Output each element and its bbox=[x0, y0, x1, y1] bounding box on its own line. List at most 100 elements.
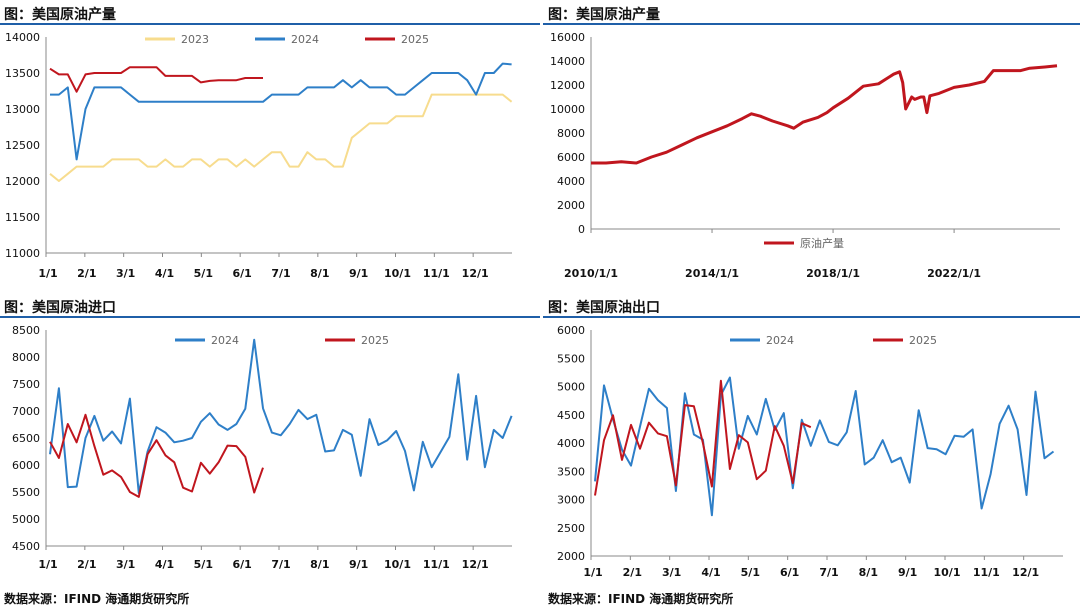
x-tick-label: 7/1 bbox=[271, 267, 290, 280]
y-tick-label: 2000 bbox=[557, 550, 585, 563]
y-tick-label: 4500 bbox=[12, 540, 40, 553]
y-tick-label: 8500 bbox=[12, 324, 40, 337]
x-tick-label: 7/1 bbox=[819, 566, 838, 579]
series-line-2024 bbox=[49, 338, 513, 495]
x-tick-label: 2/1 bbox=[77, 267, 96, 280]
y-tick-label: 8000 bbox=[557, 127, 585, 140]
legend-label-2024: 2024 bbox=[211, 334, 239, 347]
y-tick-label: 14000 bbox=[550, 55, 585, 68]
x-tick-label: 10/1 bbox=[384, 267, 411, 280]
y-tick-label: 12500 bbox=[5, 139, 40, 152]
legend-label-2023: 2023 bbox=[181, 33, 209, 46]
legend-label-原油产量: 原油产量 bbox=[800, 236, 844, 250]
x-tick-label: 8/1 bbox=[310, 267, 329, 280]
legend-label-2024: 2024 bbox=[766, 334, 794, 347]
y-tick-label: 0 bbox=[578, 223, 585, 236]
series-line-2023 bbox=[49, 93, 513, 182]
y-tick-label: 4500 bbox=[557, 409, 585, 422]
y-tick-label: 5000 bbox=[12, 513, 40, 526]
x-tick-label: 11/1 bbox=[423, 267, 450, 280]
legend-label-2025: 2025 bbox=[909, 334, 937, 347]
y-tick-label: 6000 bbox=[557, 324, 585, 337]
x-tick-label: 2018/1/1 bbox=[806, 267, 860, 280]
y-tick-label: 4000 bbox=[557, 175, 585, 188]
x-tick-label: 3/1 bbox=[116, 558, 135, 571]
chart-us-crude-imports: 4500 5000 5500 6000 6500 7000 7500 8000 8500 1/1 2… bbox=[12, 324, 513, 571]
y-tick-label: 5500 bbox=[12, 486, 40, 499]
y-tick-label: 3500 bbox=[557, 465, 585, 478]
x-tick-label: 4/1 bbox=[155, 558, 174, 571]
chart-us-crude-production-weekly: 11000 11500 12000 12500 13000 13500 14000 1/1 2/… bbox=[5, 31, 513, 280]
panel-title-us-crude-exports: 图：美国原油出口 bbox=[548, 300, 660, 316]
series-line-2024 bbox=[594, 376, 1055, 517]
legend-label-2025: 2025 bbox=[401, 33, 429, 46]
x-tick-label: 6/1 bbox=[233, 558, 252, 571]
y-tick-label: 16000 bbox=[550, 31, 585, 44]
x-tick-label: 5/1 bbox=[741, 566, 760, 579]
x-tick-label: 2/1 bbox=[77, 558, 96, 571]
x-tick-label: 10/1 bbox=[934, 566, 961, 579]
x-tick-label: 8/1 bbox=[310, 558, 329, 571]
panel-title-us-crude-production-weekly: 图：美国原油产量 bbox=[4, 7, 116, 23]
y-tick-label: 6500 bbox=[12, 432, 40, 445]
x-tick-label: 9/1 bbox=[349, 558, 368, 571]
y-tick-label: 12000 bbox=[550, 79, 585, 92]
x-tick-label: 4/1 bbox=[155, 267, 174, 280]
y-tick-label: 2500 bbox=[557, 522, 585, 535]
y-tick-label: 2000 bbox=[557, 199, 585, 212]
x-tick-label: 12/1 bbox=[462, 558, 489, 571]
series-line-2025 bbox=[49, 413, 264, 498]
series-line-2024 bbox=[50, 62, 512, 161]
y-tick-label: 3000 bbox=[557, 494, 585, 507]
x-tick-label: 11/1 bbox=[973, 566, 1000, 579]
x-tick-label: 2014/1/1 bbox=[685, 267, 739, 280]
y-tick-label: 6000 bbox=[557, 151, 585, 164]
x-tick-label: 10/1 bbox=[384, 558, 411, 571]
panel-title-us-crude-production-history: 图：美国原油产量 bbox=[548, 7, 660, 23]
x-tick-label: 5/1 bbox=[194, 558, 213, 571]
y-tick-label: 11500 bbox=[5, 211, 40, 224]
y-tick-label: 13500 bbox=[5, 67, 40, 80]
x-tick-label: 2022/1/1 bbox=[927, 267, 981, 280]
x-tick-label: 11/1 bbox=[423, 558, 450, 571]
chart-us-crude-exports: 2000 2500 3000 3500 4000 4500 5000 5500 6000 1/1 2… bbox=[557, 324, 1063, 579]
x-tick-label: 2010/1/1 bbox=[564, 267, 618, 280]
y-tick-label: 7500 bbox=[12, 378, 40, 391]
series-line-原油产量 bbox=[591, 64, 1058, 165]
x-tick-label: 3/1 bbox=[116, 267, 135, 280]
x-tick-label: 4/1 bbox=[701, 566, 720, 579]
x-tick-label: 1/1 bbox=[38, 267, 57, 280]
y-tick-label: 8000 bbox=[12, 351, 40, 364]
series-line-2025 bbox=[594, 379, 812, 496]
y-tick-label: 10000 bbox=[550, 103, 585, 116]
y-tick-label: 5500 bbox=[557, 352, 585, 365]
x-tick-label: 1/1 bbox=[38, 558, 57, 571]
legend-label-2025: 2025 bbox=[361, 334, 389, 347]
x-tick-label: 6/1 bbox=[233, 267, 252, 280]
y-tick-label: 14000 bbox=[5, 31, 40, 44]
y-tick-label: 6000 bbox=[12, 459, 40, 472]
x-tick-label: 8/1 bbox=[859, 566, 878, 579]
x-tick-label: 1/1 bbox=[583, 566, 602, 579]
title-divider-left-bottom bbox=[0, 316, 540, 318]
legend-label-2024: 2024 bbox=[291, 33, 319, 46]
y-tick-label: 13000 bbox=[5, 103, 40, 116]
series-line-2025 bbox=[49, 66, 263, 93]
title-divider-right-bottom bbox=[543, 316, 1080, 318]
x-tick-label: 3/1 bbox=[662, 566, 681, 579]
y-tick-label: 7000 bbox=[12, 405, 40, 418]
x-tick-label: 9/1 bbox=[349, 267, 368, 280]
data-source-note-right: 数据来源：IFIND 海通期货研究所 bbox=[548, 592, 734, 606]
x-tick-label: 7/1 bbox=[271, 558, 290, 571]
panel-title-us-crude-imports: 图：美国原油进口 bbox=[4, 300, 116, 316]
y-tick-label: 12000 bbox=[5, 175, 40, 188]
chart-us-crude-production-history: 0 2000 4000 6000 8000 10000 12000 14000 16000 201… bbox=[550, 31, 1060, 280]
title-divider-right-top bbox=[543, 23, 1080, 25]
y-tick-label: 5000 bbox=[557, 381, 585, 394]
x-tick-label: 12/1 bbox=[462, 267, 489, 280]
x-tick-label: 6/1 bbox=[780, 566, 799, 579]
x-tick-label: 2/1 bbox=[623, 566, 642, 579]
x-tick-label: 12/1 bbox=[1012, 566, 1039, 579]
x-tick-label: 9/1 bbox=[898, 566, 917, 579]
title-divider-left-top bbox=[0, 23, 540, 25]
